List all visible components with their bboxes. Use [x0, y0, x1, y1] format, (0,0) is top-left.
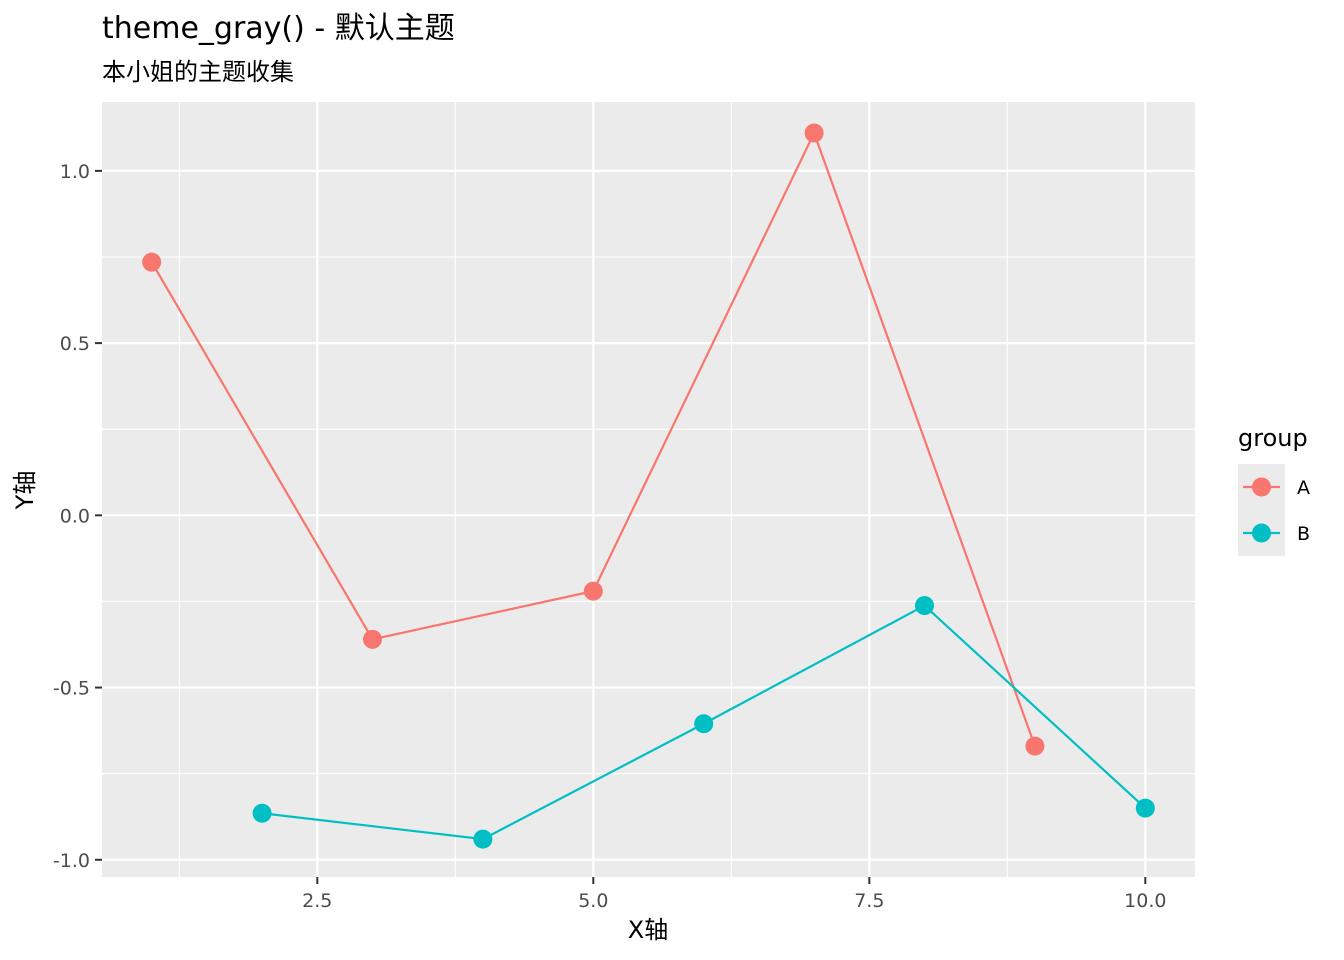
data-point-B [473, 829, 493, 849]
data-point-B [694, 714, 714, 734]
legend-key-point-A [1252, 477, 1271, 497]
series-points [142, 123, 1155, 849]
data-point-B [252, 803, 272, 823]
chart-subtitle: 本小姐的主题收集 [102, 58, 294, 86]
data-point-A [583, 581, 603, 601]
y-tick-label: -0.5 [53, 678, 90, 700]
data-point-B [915, 596, 935, 616]
y-tick-label: -1.0 [53, 850, 90, 872]
data-point-A [1025, 736, 1045, 756]
legend-title: group [1238, 424, 1308, 452]
x-tick-label: 5.0 [578, 890, 608, 912]
x-tick-label: 7.5 [854, 890, 884, 912]
y-axis-title: Y轴 [11, 471, 39, 511]
legend-label-A: A [1297, 477, 1310, 499]
legend: group A B [1238, 424, 1310, 556]
plot-panel [102, 102, 1195, 877]
x-axis: 2.5 5.0 7.5 10.0 [302, 877, 1166, 912]
chart-title: theme_gray() - 默认主题 [102, 11, 455, 46]
grid-minor [102, 102, 1195, 877]
data-point-A [142, 252, 162, 272]
data-point-A [804, 123, 824, 143]
x-axis-title: X轴 [628, 916, 668, 944]
legend-key-point-B [1252, 523, 1271, 543]
legend-label-B: B [1297, 523, 1310, 545]
x-tick-label: 10.0 [1124, 890, 1166, 912]
x-tick-label: 2.5 [302, 890, 332, 912]
data-point-B [1135, 798, 1155, 818]
y-tick-label: 0.5 [60, 333, 90, 355]
y-tick-label: 1.0 [60, 161, 90, 183]
y-tick-label: 0.0 [60, 505, 90, 527]
y-axis: -1.0 -0.5 0.0 0.5 1.0 [53, 161, 102, 872]
data-point-A [362, 629, 382, 649]
